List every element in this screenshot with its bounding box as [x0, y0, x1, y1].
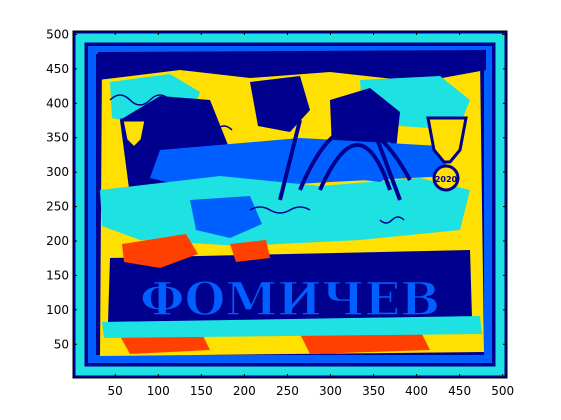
x-tick-label-500: 500 [491, 384, 514, 398]
x-tick-label-200: 200 [233, 384, 256, 398]
x-tick-label-300: 300 [319, 384, 342, 398]
region-red-left [122, 234, 198, 268]
frame-inner-band [88, 46, 492, 363]
region-medal-right [432, 164, 460, 192]
region-figure-center [250, 76, 310, 132]
y-tick-label-250: 250 [46, 200, 69, 214]
region-blue-patch-a [190, 196, 262, 238]
region-red-center [230, 240, 270, 262]
region-arch [278, 119, 412, 201]
x-tick-label-350: 350 [362, 384, 385, 398]
region-cyan-middle [100, 176, 470, 246]
region-red-bottom-right [300, 330, 430, 354]
region-trophy-left [120, 118, 148, 151]
pictured-lettering-year: 2020 [435, 175, 458, 184]
x-tick-label-50: 50 [108, 384, 123, 398]
x-tick-label-250: 250 [276, 384, 299, 398]
y-tick-label-50: 50 [54, 337, 69, 351]
y-tick-label-300: 300 [46, 165, 69, 179]
region-cyan-bottom [102, 316, 482, 338]
region-edge-details [109, 94, 437, 305]
plot-area-border [72, 30, 508, 379]
x-tick-label-450: 450 [448, 384, 471, 398]
x-tick-label-100: 100 [147, 384, 170, 398]
x-tick-label-150: 150 [190, 384, 213, 398]
y-tick-label-400: 400 [46, 96, 69, 110]
y-tick-label-150: 150 [46, 268, 69, 282]
region-lettering-band [108, 250, 472, 322]
y-axis: 50 100 150 200 250 300 350 400 450 500 [46, 27, 507, 351]
frame-outer-band [75, 33, 505, 376]
heatmap-image: ФОМИЧЕВ 2020 [73, 31, 507, 378]
pictured-lettering-main: ФОМИЧЕВ [140, 272, 440, 326]
x-tick-label-400: 400 [405, 384, 428, 398]
x-axis: 50 100 150 200 250 300 350 400 450 500 [108, 31, 514, 398]
region-trophy-right [426, 116, 468, 164]
y-tick-label-100: 100 [46, 303, 69, 317]
y-tick-label-200: 200 [46, 234, 69, 248]
y-tick-label-350: 350 [46, 131, 69, 145]
y-tick-label-450: 450 [46, 62, 69, 76]
y-tick-label-500: 500 [46, 27, 69, 41]
region-top-band [98, 50, 486, 82]
